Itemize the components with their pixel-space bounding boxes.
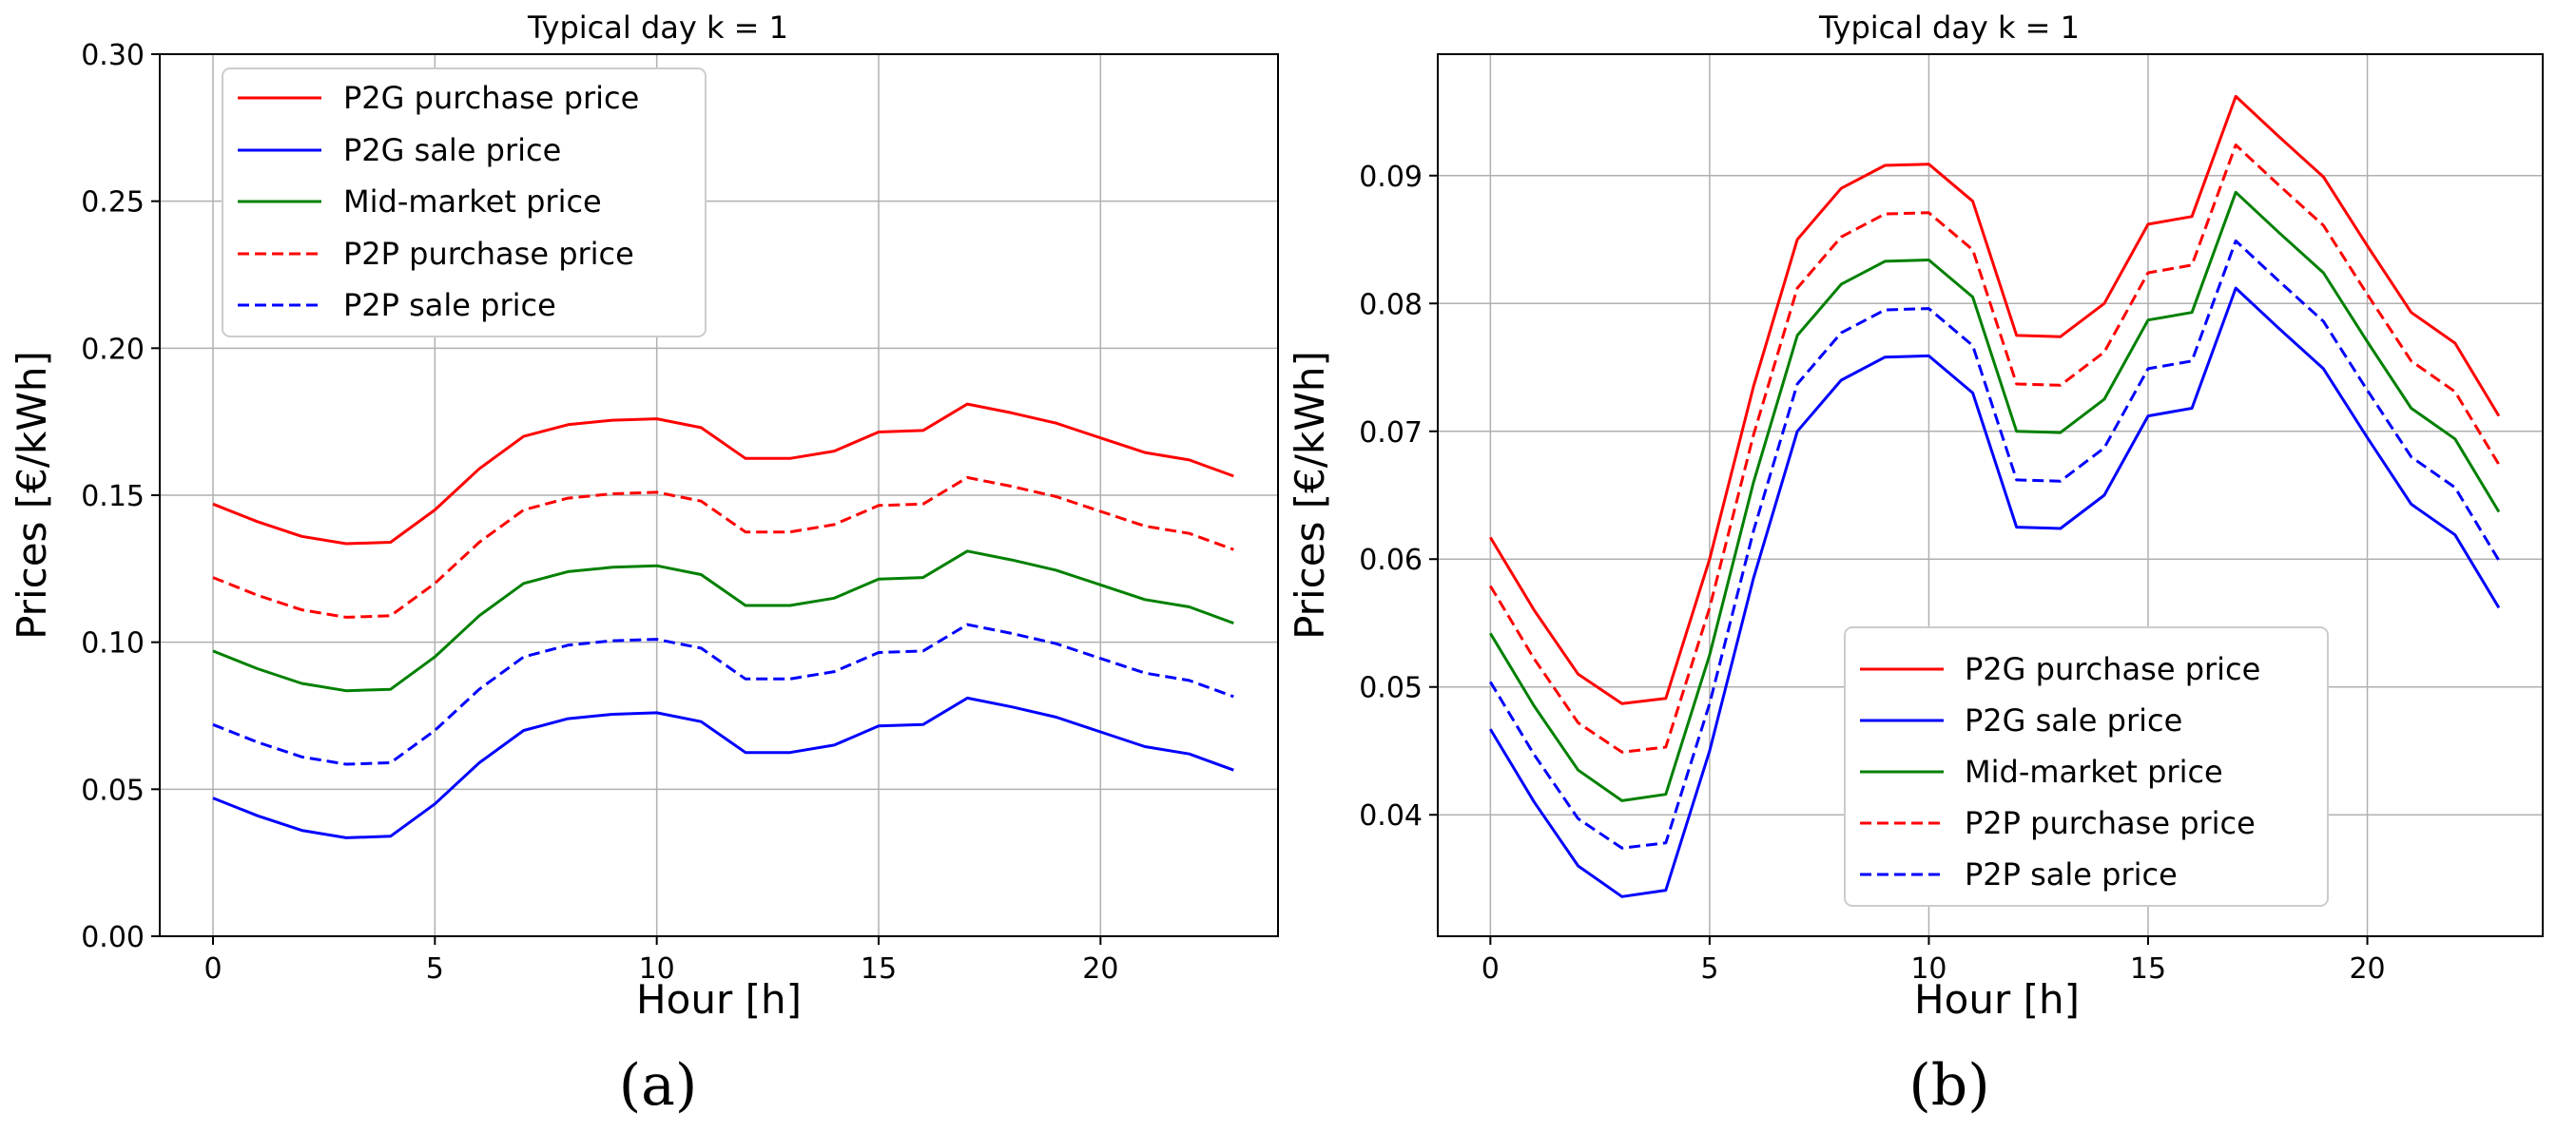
y-tick-label-b-1: 0.05 [1359,672,1423,705]
y-tick-label-b-4: 0.08 [1359,288,1423,321]
y-tick-label-a-3: 0.15 [81,480,145,513]
legend-label-b-0: P2G purchase price [1965,651,2260,687]
x-tick-label-a-0: 0 [203,952,222,986]
y-axis-title-a: Prices [€/kWh] [9,351,55,640]
legend-a: P2G purchase price P2G sale price Mid-ma… [222,67,707,337]
series-group-b [1489,94,2501,898]
y-tick-label-a-4: 0.20 [81,333,145,366]
legend-label-a-2: Mid-market price [343,183,602,220]
legend-label-b-1: P2G sale price [1965,702,2182,739]
panel-label-b: (b) [1908,1052,1989,1119]
x-tick-label-b-0: 0 [1482,952,1500,986]
legend-label-a-3: P2P purchase price [343,236,634,272]
series-line-a-4 [212,623,1234,766]
x-tick-label-a-3: 15 [861,952,897,986]
legend-label-b-3: P2P purchase price [1965,805,2256,841]
ticks-b: 0 5 10 15 20 0.04 0.05 0.06 0.07 0.08 0.09 [1359,161,2385,986]
series-line-b-2 [1489,190,2501,802]
series-line-a-3 [212,475,1234,619]
legend-label-b-2: Mid-market price [1965,754,2223,790]
chart-title-b: Typical day k = 1 [1818,10,2080,46]
series-line-a-1 [212,696,1234,839]
y-axis-title-b: Prices [€/kWh] [1287,351,1333,640]
legend-label-b-4: P2P sale price [1965,856,2178,893]
x-tick-label-a-1: 5 [426,952,444,986]
legend-label-a-0: P2G purchase price [343,80,639,116]
x-axis-title-b: Hour [h] [1914,976,2080,1023]
series-line-a-2 [212,549,1234,693]
series-line-b-0 [1489,94,2501,705]
x-tick-label-b-1: 5 [1700,952,1718,986]
y-tick-label-a-6: 0.30 [81,39,145,72]
x-tick-label-a-4: 20 [1082,952,1118,986]
legend-b: P2G purchase price P2G sale price Mid-ma… [1844,626,2329,907]
x-tick-label-a-2: 10 [639,952,675,986]
x-tick-label-b-3: 15 [2130,952,2166,986]
legend-label-a-4: P2P sale price [343,287,556,323]
y-tick-label-a-5: 0.25 [81,186,145,220]
legend-frame-a [222,67,707,337]
panel-label-a: (a) [619,1052,698,1119]
x-axis-title-a: Hour [h] [636,976,802,1023]
plot-frame-b [1437,53,2544,937]
chart-panel-b: Typical day k = 1 0 5 10 15 20 0.04 0.05 0.06 0.… [1287,10,2544,1119]
legend-frame-b [1844,626,2329,907]
y-tick-label-a-0: 0.00 [81,921,145,954]
series-group-a [212,402,1234,839]
y-tick-label-b-2: 0.06 [1359,544,1423,577]
ticks-a: 0 5 10 15 20 0.00 0.05 0.10 0.15 0.20 0.25 0.30 [81,39,1118,986]
x-tick-label-b-2: 10 [1910,952,1947,986]
series-line-b-1 [1489,286,2501,898]
y-tick-label-a-2: 0.10 [81,627,145,661]
y-tick-label-b-5: 0.09 [1359,161,1423,194]
y-tick-label-a-1: 0.05 [81,774,145,807]
y-tick-label-b-0: 0.04 [1359,799,1423,833]
x-tick-label-b-4: 20 [2349,952,2385,986]
series-line-a-0 [212,402,1234,546]
chart-title-a: Typical day k = 1 [527,10,788,46]
chart-panel-a: Typical day k = 1 0 5 10 15 20 0.00 0.05 0.10 0.… [9,10,1279,1119]
y-tick-label-b-3: 0.07 [1359,416,1423,450]
legend-label-a-1: P2G sale price [343,132,561,168]
